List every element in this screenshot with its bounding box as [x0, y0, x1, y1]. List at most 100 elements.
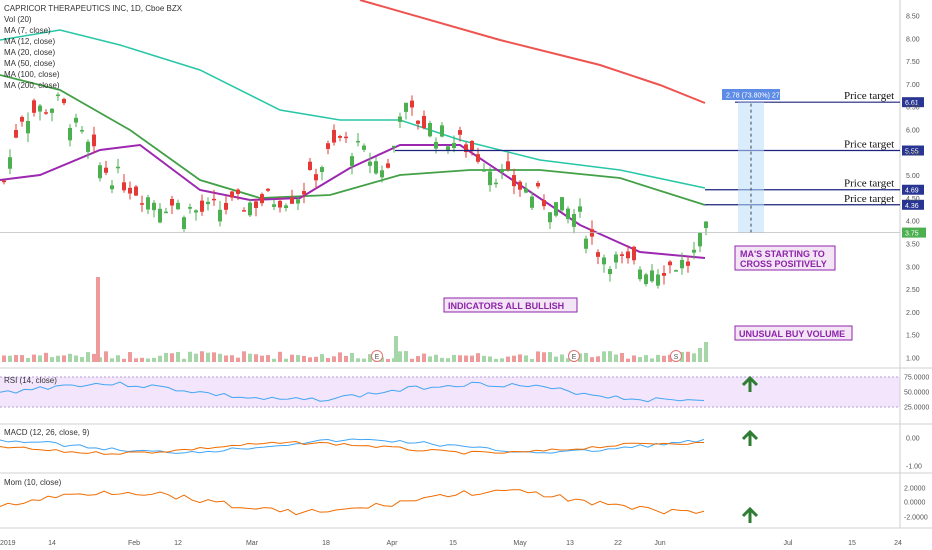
volume-bar: [296, 355, 300, 362]
candle-down: [470, 140, 474, 151]
volume-bar: [116, 355, 120, 362]
price-tick-label: 5.50: [906, 150, 920, 157]
volume-bar: [308, 357, 312, 362]
volume-bar: [614, 354, 618, 362]
target-label: Price target: [844, 139, 894, 151]
candle-up: [680, 259, 684, 269]
ma200-line: [359, 0, 706, 104]
volume-bar: [68, 353, 72, 362]
candle-down: [290, 197, 294, 204]
volume-bar: [530, 358, 534, 362]
bullish-arrow-icon: [741, 429, 759, 446]
candle-down: [242, 210, 246, 212]
momentum-tick-label: 2.0000: [904, 486, 926, 493]
volume-bar: [584, 352, 588, 362]
candle-up: [392, 145, 396, 148]
indicators-label: INDICATORS ALL BULLISH: [448, 301, 564, 311]
candle-up: [398, 116, 402, 122]
candle-up: [74, 117, 78, 123]
volume-bar: [560, 354, 564, 362]
volume-bar: [416, 356, 420, 362]
volume-bar: [266, 355, 270, 362]
candle-up: [704, 221, 708, 229]
volume-bar: [428, 356, 432, 362]
candle-up: [284, 205, 288, 209]
volume-bar: [554, 356, 558, 362]
volume-bar: [446, 358, 450, 362]
price-tick-label: 6.00: [906, 128, 920, 135]
target-label: Price target: [844, 90, 894, 102]
candle-down: [512, 175, 516, 187]
volume-bar: [302, 355, 306, 362]
candle-down: [386, 163, 390, 168]
candle-down: [476, 154, 480, 162]
volume-bar: [500, 358, 504, 362]
time-tick-label: 15: [848, 540, 856, 547]
candle-up: [86, 141, 90, 152]
indicator-legend: Mom (10, close): [4, 478, 62, 487]
rsi-tick-label: 75.0000: [904, 375, 929, 382]
indicator-legend: RSI (14, close): [4, 376, 57, 385]
candle-down: [122, 182, 126, 191]
candle-up: [674, 270, 678, 272]
candle-up: [650, 270, 654, 282]
time-tick-label: 14: [48, 540, 56, 547]
candle-up: [482, 170, 486, 172]
price-tick-label: 1.00: [906, 356, 920, 363]
candle-down: [506, 161, 510, 170]
candle-up: [656, 274, 660, 286]
macd-line: [0, 438, 705, 454]
earnings-marker: [670, 350, 682, 362]
volume-bar: [284, 358, 288, 362]
candle-down: [20, 116, 24, 122]
time-tick-label: 24: [894, 540, 902, 547]
candle-down: [44, 112, 48, 114]
volume-bar: [44, 352, 48, 362]
volume-bar: [272, 358, 276, 362]
price-tick-label: 2.00: [906, 310, 920, 317]
volume-box: [734, 325, 853, 341]
volume-bar: [80, 357, 84, 362]
candle-up: [56, 94, 60, 97]
volume-bar: [320, 354, 324, 362]
volume-bar: [386, 358, 390, 362]
candle-down: [236, 189, 240, 194]
time-tick-label: Apr: [387, 540, 399, 547]
earnings-marker: [371, 350, 383, 362]
indicator-panes: RSI (14, close) MACD (12, 26, close, 9) Mo…: [0, 375, 759, 523]
volume-bar: [146, 358, 150, 362]
time-tick-label: 2019: [0, 540, 16, 547]
candle-down: [230, 191, 234, 198]
candle-up: [38, 105, 42, 112]
earnings-marker: [568, 350, 580, 362]
volume-bar: [656, 354, 660, 362]
candle-up: [368, 161, 372, 166]
candle-down: [536, 182, 540, 187]
volume-bar: [590, 357, 594, 362]
volume-bar: [452, 354, 456, 362]
legend-ma50: MA (50, close): [4, 59, 55, 68]
volume-bar: [596, 356, 600, 362]
rsi-line: [0, 381, 705, 403]
candle-up: [434, 141, 438, 149]
volume-bar: [602, 351, 606, 362]
candle-down: [416, 120, 420, 124]
candle-down: [92, 134, 96, 147]
rsi-tick-label: 50.0000: [904, 390, 929, 397]
volume-bar: [314, 356, 318, 362]
macd-tick-label: 0.00: [906, 436, 920, 443]
candle-up: [98, 165, 102, 179]
candle-up: [614, 254, 618, 263]
macd-tick-label: -1.00: [906, 464, 922, 471]
price-tick-label: 5.00: [906, 173, 920, 180]
candle-down: [662, 272, 666, 276]
legend-ma7: MA (7, close): [4, 26, 51, 35]
volume-bar: [194, 353, 198, 362]
candle-up: [320, 167, 324, 173]
time-tick-label: 18: [322, 540, 330, 547]
candle-down: [32, 100, 36, 113]
candle-up: [356, 140, 360, 143]
candle-up: [68, 127, 72, 141]
